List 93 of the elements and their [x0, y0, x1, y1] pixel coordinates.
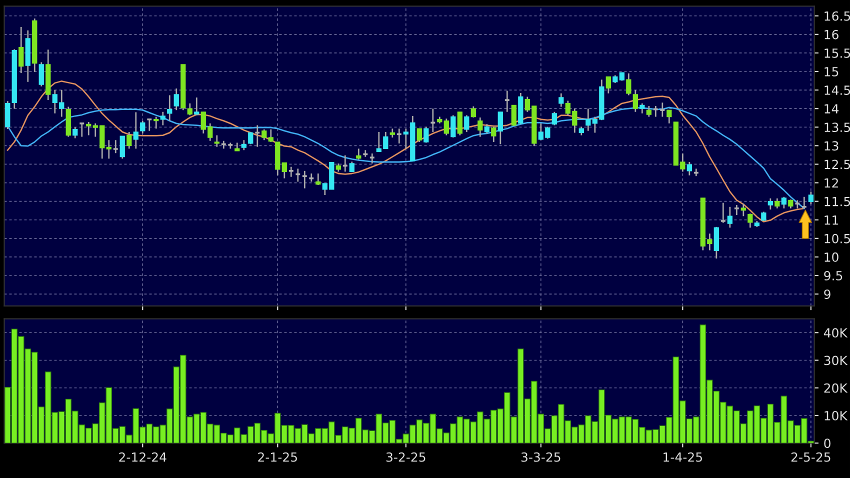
x-tick-label: 2-1-25: [258, 452, 297, 462]
candlestick: [552, 111, 557, 126]
candlestick: [470, 106, 476, 118]
candlestick: [457, 111, 462, 136]
x-tick-label: 2-5-25: [791, 452, 830, 462]
y-tick-label: 13.5: [824, 122, 850, 132]
y-tick-label: 0: [824, 438, 830, 448]
candlestick: [808, 190, 814, 205]
candlestick: [126, 131, 132, 150]
y-tick-label: 9: [824, 290, 830, 299]
candlestick: [160, 111, 166, 126]
candlestick: [491, 126, 496, 143]
candlestick: [18, 26, 24, 74]
y-tick-label: 9.5: [824, 270, 842, 280]
y-tick-label: 16: [824, 30, 838, 40]
candlestick: [38, 62, 44, 88]
y-tick-label: 10K: [824, 410, 848, 420]
candlestick: [666, 109, 672, 124]
candlestick: [72, 126, 78, 139]
candlestick: [241, 139, 246, 151]
candlestick: [464, 114, 470, 133]
candlestick: [606, 76, 611, 94]
candlestick: [740, 202, 746, 217]
candlestick: [349, 160, 354, 172]
candlestick: [369, 152, 376, 164]
candlestick: [194, 96, 200, 116]
candlestick: [106, 139, 112, 160]
candlestick: [640, 102, 645, 114]
candlestick: [498, 111, 503, 145]
candlestick: [424, 126, 429, 144]
candlestick: [511, 104, 516, 127]
candlestick: [720, 202, 726, 224]
candlestick: [268, 128, 274, 143]
y-tick-label: 20K: [824, 383, 848, 393]
line-series: [6, 80, 805, 222]
y-tick-label: 12.5: [824, 160, 850, 170]
candlestick: [558, 92, 564, 108]
candlestick: [774, 198, 780, 210]
candlestick: [120, 135, 125, 160]
x-tick-label: 3-3-25: [521, 452, 560, 462]
candlestick: [262, 128, 267, 141]
candlestick: [356, 148, 362, 160]
y-tick-label: 10.5: [824, 234, 850, 244]
candlestick: [444, 118, 449, 136]
y-tick-label: 15.5: [824, 48, 850, 58]
candlestick: [288, 166, 294, 178]
candlestick: [86, 121, 92, 136]
candlestick: [504, 90, 510, 113]
candlestick: [748, 212, 753, 228]
candlestick: [167, 94, 172, 122]
candlestick: [140, 120, 146, 134]
y-tick-label: 16.5: [824, 11, 850, 21]
candlestick: [727, 206, 732, 228]
y-tick-label: 40K: [824, 328, 848, 338]
candlestick: [801, 196, 808, 210]
candlestick: [761, 211, 766, 222]
candlestick: [416, 128, 422, 143]
candlestick: [478, 116, 483, 138]
y-tick-label: 13: [824, 141, 838, 151]
x-tick-label: 1-4-25: [664, 452, 702, 462]
candlestick: [714, 226, 719, 260]
candlestick: [133, 112, 138, 150]
candlestick: [450, 114, 456, 138]
candlestick: [586, 108, 591, 132]
candlestick: [187, 102, 192, 116]
x-tick-label: 2-12-24: [119, 452, 166, 462]
candlestick: [214, 134, 220, 148]
candlestick: [659, 102, 666, 118]
candlestick: [282, 162, 287, 180]
y-tick-label: 10: [824, 252, 838, 262]
y-tick-label: 12: [824, 178, 838, 188]
candlestick: [248, 131, 254, 145]
candlestick: [302, 170, 308, 190]
y-tick-label: 30K: [824, 356, 848, 366]
y-tick-label: 14: [824, 104, 839, 114]
candlestick: [768, 198, 773, 210]
candlestick: [5, 100, 10, 130]
y-tick-label: 11: [824, 216, 838, 225]
candlestick: [484, 123, 490, 134]
candlestick: [686, 161, 692, 176]
candlestick: [174, 88, 179, 111]
candlestick: [632, 89, 638, 113]
y-tick-label: 15: [824, 67, 838, 76]
candlestick: [154, 116, 159, 130]
candlestick: [781, 196, 786, 210]
candlestick: [626, 72, 632, 96]
candlestick: [734, 204, 740, 216]
y-tick-label: 11.5: [824, 196, 850, 206]
x-tick-label: 3-2-25: [386, 452, 426, 462]
candlestick: [646, 105, 652, 118]
y-tick-label: 14.5: [824, 86, 850, 95]
candlestick: [316, 172, 321, 186]
candlestick: [112, 139, 119, 154]
